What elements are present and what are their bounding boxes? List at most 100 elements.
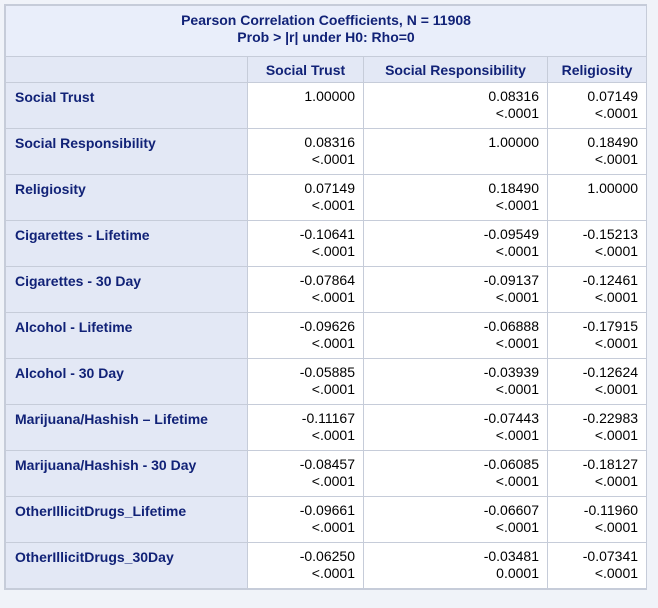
- correlation-cell: -0.06085 <.0001: [364, 451, 547, 496]
- p-value: <.0001: [311, 243, 355, 259]
- correlation-coefficient: 0.08316: [488, 88, 539, 104]
- correlation-cell: -0.07443 <.0001: [364, 405, 547, 450]
- correlation-coefficient: 0.08316: [304, 134, 355, 150]
- correlation-coefficient: -0.11167: [301, 410, 355, 426]
- correlation-coefficient: -0.07443: [483, 410, 539, 426]
- p-value: <.0001: [311, 197, 355, 213]
- row-header: Cigarettes - Lifetime: [6, 221, 247, 266]
- correlation-coefficient: -0.06607: [483, 502, 539, 518]
- caption-subtitle: Prob > |r| under H0: Rho=0: [237, 29, 415, 45]
- row-header: Alcohol - 30 Day: [6, 359, 247, 404]
- correlation-coefficient: 0.18490: [488, 180, 539, 196]
- correlation-coefficient: -0.15213: [582, 226, 639, 242]
- p-value: <.0001: [311, 427, 355, 443]
- p-value: <.0001: [495, 473, 539, 489]
- row-header: Social Trust: [6, 83, 247, 128]
- row-header: Alcohol - Lifetime: [6, 313, 247, 358]
- correlation-coefficient: -0.09137: [483, 272, 539, 288]
- correlation-coefficient: -0.03939: [483, 364, 539, 380]
- p-value: <.0001: [311, 151, 355, 167]
- correlation-coefficient: -0.07864: [299, 272, 355, 288]
- correlation-coefficient: -0.09549: [483, 226, 539, 242]
- correlation-coefficient: -0.09626: [299, 318, 355, 334]
- column-header-social-trust: Social Trust: [248, 57, 363, 82]
- correlation-coefficient: -0.06250: [299, 548, 355, 564]
- correlation-cell: -0.09137 <.0001: [364, 267, 547, 312]
- p-value: <.0001: [311, 381, 355, 397]
- p-value: <.0001: [594, 151, 639, 167]
- column-header-social-responsibility: Social Responsibility: [364, 57, 547, 82]
- p-value: <.0001: [311, 473, 355, 489]
- correlation-coefficient: -0.03481: [483, 548, 539, 564]
- table-row: Marijuana/Hashish – Lifetime -0.11167 <.00…: [6, 405, 647, 450]
- row-header: OtherIllicitDrugs_Lifetime: [6, 497, 247, 542]
- p-value: <.0001: [594, 105, 639, 121]
- p-value: <.0001: [495, 197, 539, 213]
- correlation-cell: -0.10641 <.0001: [248, 221, 363, 266]
- p-value: <.0001: [495, 381, 539, 397]
- correlation-coefficient: -0.12461: [582, 272, 639, 288]
- table-row: Cigarettes - 30 Day -0.07864 <.0001 -0.0913…: [6, 267, 647, 312]
- correlation-cell: -0.06888 <.0001: [364, 313, 547, 358]
- table-row: Religiosity 0.07149 <.0001 0.18490 <.0001 1.0…: [6, 175, 647, 220]
- correlation-cell: 0.18490 <.0001: [548, 129, 647, 174]
- correlation-coefficient: -0.08457: [299, 456, 355, 472]
- p-value: <.0001: [594, 473, 639, 489]
- correlation-coefficient: 1.00000: [488, 134, 539, 150]
- correlation-cell: -0.11960 <.0001: [548, 497, 647, 542]
- p-value: <.0001: [594, 289, 639, 305]
- correlation-coefficient: -0.05885: [299, 364, 355, 380]
- correlation-coefficient: -0.22983: [582, 410, 639, 426]
- correlation-coefficient: -0.17915: [582, 318, 639, 334]
- column-header-row: Social Trust Social Responsibility Relig…: [6, 57, 647, 82]
- p-value: <.0001: [311, 289, 355, 305]
- correlation-coefficient: 1.00000: [304, 88, 355, 104]
- p-value: <.0001: [495, 243, 539, 259]
- table-row: Marijuana/Hashish - 30 Day -0.08457 <.0001…: [6, 451, 647, 496]
- correlation-cell: -0.09661 <.0001: [248, 497, 363, 542]
- correlation-cell: 0.07149 <.0001: [548, 83, 647, 128]
- correlation-cell: -0.07864 <.0001: [248, 267, 363, 312]
- correlation-cell: -0.08457 <.0001: [248, 451, 363, 496]
- p-value: 0.0001: [496, 565, 539, 581]
- correlation-coefficient: -0.06085: [483, 456, 539, 472]
- correlation-cell: -0.07341 <.0001: [548, 543, 647, 588]
- correlation-cell: -0.03481 0.0001: [364, 543, 547, 588]
- p-value: <.0001: [495, 519, 539, 535]
- correlation-cell: -0.12461 <.0001: [548, 267, 647, 312]
- p-value: <.0001: [594, 427, 639, 443]
- correlation-cell: 1.00000: [364, 129, 547, 174]
- p-value: <.0001: [495, 427, 539, 443]
- correlation-coefficient: -0.18127: [582, 456, 639, 472]
- p-value: <.0001: [594, 565, 639, 581]
- correlation-coefficient: 1.00000: [587, 180, 639, 196]
- p-value: <.0001: [495, 289, 539, 305]
- table-row: OtherIllicitDrugs_30Day -0.06250 <.0001 -0.…: [6, 543, 647, 588]
- column-header-religiosity: Religiosity: [548, 57, 647, 82]
- correlation-coefficient: 0.18490: [587, 134, 639, 150]
- correlation-cell: -0.18127 <.0001: [548, 451, 647, 496]
- correlation-cell: -0.06250 <.0001: [248, 543, 363, 588]
- table-row: OtherIllicitDrugs_Lifetime -0.09661 <.0001…: [6, 497, 647, 542]
- table-caption: Pearson Correlation Coefficients, N = 11…: [6, 6, 647, 56]
- p-value: <.0001: [594, 381, 639, 397]
- row-header: OtherIllicitDrugs_30Day: [6, 543, 247, 588]
- correlation-cell: -0.11167 <.0001: [248, 405, 363, 450]
- correlation-coefficient: 0.07149: [587, 88, 639, 104]
- p-value: <.0001: [311, 335, 355, 351]
- row-header: Marijuana/Hashish – Lifetime: [6, 405, 247, 450]
- p-value: <.0001: [495, 335, 539, 351]
- correlation-coefficient: -0.11960: [583, 502, 639, 518]
- correlation-cell: -0.17915 <.0001: [548, 313, 647, 358]
- correlation-coefficient: -0.12624: [582, 364, 639, 380]
- correlation-coefficient: -0.09661: [299, 502, 355, 518]
- correlation-cell: 1.00000: [248, 83, 363, 128]
- p-value: <.0001: [594, 519, 639, 535]
- correlation-coefficient: -0.10641: [299, 226, 355, 242]
- correlation-table: Pearson Correlation Coefficients, N = 11…: [5, 5, 647, 589]
- table-row: Social Trust 1.00000 0.08316 <.0001 0.07149 <…: [6, 83, 647, 128]
- correlation-cell: -0.05885 <.0001: [248, 359, 363, 404]
- correlation-coefficient: 0.07149: [304, 180, 355, 196]
- correlation-cell: -0.03939 <.0001: [364, 359, 547, 404]
- row-header: Social Responsibility: [6, 129, 247, 174]
